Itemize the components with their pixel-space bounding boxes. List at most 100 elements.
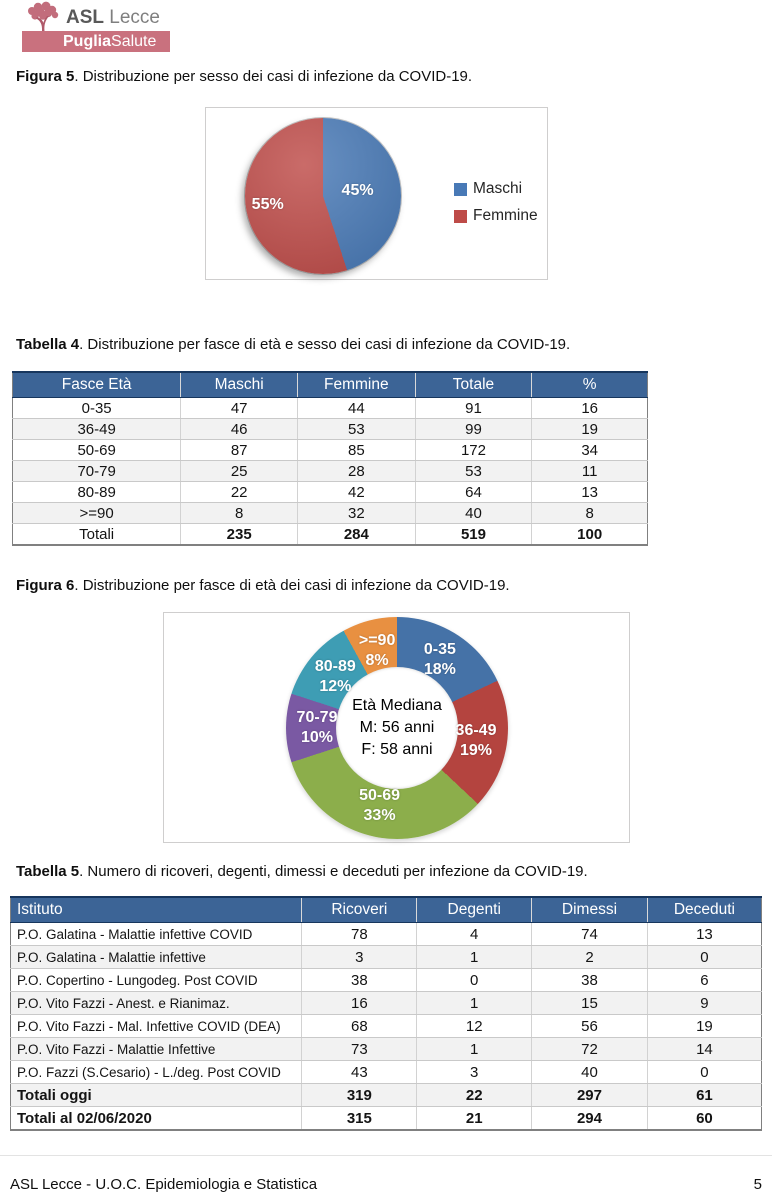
table-cell: 0 bbox=[416, 968, 532, 992]
table-cell: 40 bbox=[531, 1060, 648, 1084]
table-cell: 56 bbox=[531, 1014, 648, 1038]
table-cell: 21 bbox=[416, 1106, 532, 1131]
figure5-caption-label: Figura 5 bbox=[16, 68, 75, 85]
table-row: 50-69 87 85 172 34 bbox=[12, 439, 648, 461]
table-cell: 284 bbox=[297, 523, 416, 546]
table-cell: 99 bbox=[414, 418, 532, 440]
table-row: P.O. Vito Fazzi - Anest. e Rianimaz. 16 1 1… bbox=[10, 991, 762, 1015]
donut-center-text: Età Mediana M: 56 anni F: 58 anni bbox=[336, 667, 458, 789]
page-footer: ASL Lecce - U.O.C. Epidemiologia e Stati… bbox=[10, 1176, 762, 1193]
table-cell: Totali bbox=[12, 523, 181, 546]
table-cell: 40 bbox=[414, 502, 532, 524]
table5-caption-label: Tabella 5 bbox=[16, 863, 80, 880]
table-cell: 12 bbox=[416, 1014, 532, 1038]
table-row: P.O. Galatina - Malattie infettive 3 1 2 0 bbox=[10, 945, 762, 969]
banner-rest: Salute bbox=[111, 33, 157, 50]
table-cell: Totali al 02/06/2020 bbox=[10, 1106, 302, 1131]
table-cell: 28 bbox=[297, 460, 416, 482]
table-cell: 50-69 bbox=[12, 439, 181, 461]
table-cell: 64 bbox=[414, 481, 532, 503]
table-cell: 43 bbox=[301, 1060, 417, 1084]
table-cell: 14 bbox=[646, 1037, 762, 1061]
table-cell: 294 bbox=[531, 1106, 648, 1131]
slice-label: 70-79 10% bbox=[296, 709, 338, 746]
slice-label: 0-35 18% bbox=[423, 641, 456, 679]
table-cell: 19 bbox=[646, 1014, 762, 1038]
figure5-caption-text: . Distribuzione per sesso dei casi di in… bbox=[74, 68, 473, 85]
table-cell: 13 bbox=[646, 922, 762, 946]
donut-center-line: M: 56 anni bbox=[359, 719, 435, 736]
table-cell: Totali oggi bbox=[10, 1083, 302, 1107]
table-cell: 9 bbox=[646, 991, 762, 1015]
table4-caption-text: . Distribuzione per fasce di età e sesso… bbox=[79, 336, 571, 353]
table-cell: 4 bbox=[416, 922, 532, 946]
table-cell: 11 bbox=[531, 460, 648, 482]
column-header: Ricoveri bbox=[301, 896, 417, 923]
logo-title-bold: ASL bbox=[66, 7, 104, 28]
table-cell: 53 bbox=[297, 418, 416, 440]
table-cell: 15 bbox=[531, 991, 648, 1015]
column-header: Fasce Età bbox=[12, 371, 181, 398]
table-row: Totali oggi 319 22 297 61 bbox=[10, 1083, 762, 1107]
table-cell: 1 bbox=[416, 1037, 532, 1061]
legend-swatch bbox=[454, 182, 467, 196]
table-cell: P.O. Vito Fazzi - Mal. Infettive COVID (… bbox=[10, 1014, 302, 1038]
pie-legend: Maschi Femmine bbox=[454, 180, 538, 225]
donut-center-line: Età Mediana bbox=[352, 697, 442, 714]
legend-label: Femmine bbox=[473, 207, 538, 224]
table-cell: 100 bbox=[531, 523, 648, 546]
table-cell: 8 bbox=[531, 502, 648, 524]
table-cell: P.O. Galatina - Malattie infettive bbox=[10, 945, 302, 969]
legend-item: Maschi bbox=[454, 180, 538, 198]
table-row: P.O. Vito Fazzi - Malattie Infettive 73 1 7… bbox=[10, 1037, 762, 1061]
table-cell: 72 bbox=[531, 1037, 648, 1061]
table-cell: 16 bbox=[531, 397, 648, 419]
table-cell: 70-79 bbox=[12, 460, 181, 482]
table-cell: 297 bbox=[531, 1083, 648, 1107]
legend-swatch bbox=[454, 209, 467, 223]
table-row: 36-49 46 53 99 19 bbox=[12, 418, 648, 440]
table-cell: >=90 bbox=[12, 502, 181, 524]
table-cell: 80-89 bbox=[12, 481, 181, 503]
age-donut-chart: Età Mediana M: 56 anni F: 58 anni 0-35 18% 3… bbox=[163, 612, 630, 843]
slice-label: >=90 8% bbox=[358, 631, 396, 669]
table-row: Totali al 02/06/2020 315 21 294 60 bbox=[10, 1106, 762, 1131]
table-cell: 36-49 bbox=[12, 418, 181, 440]
table-cell: 2 bbox=[531, 945, 648, 969]
table-cell: 42 bbox=[297, 481, 416, 503]
banner-bold: Puglia bbox=[63, 33, 112, 50]
header-row: Fasce Età Maschi Femmine Totale% bbox=[12, 371, 648, 398]
table-cell: 61 bbox=[646, 1083, 762, 1107]
table-cell: 60 bbox=[646, 1106, 762, 1131]
figure5-caption: Figura 5. Distribuzione per sesso dei ca… bbox=[16, 68, 472, 85]
footer-text: ASL Lecce - U.O.C. Epidemiologia e Stati… bbox=[10, 1176, 318, 1193]
table-row: >=90 8 32 40 8 bbox=[12, 502, 648, 524]
column-header: % bbox=[531, 371, 648, 398]
legend-item: Femmine bbox=[454, 207, 538, 225]
table-cell: 46 bbox=[180, 418, 298, 440]
table-cell: 19 bbox=[531, 418, 648, 440]
table-row: Totali 235 284 519 100 bbox=[12, 523, 648, 546]
age-sex-table: Fasce Età Maschi Femmine Totale% 0-35 47 44 91 1… bbox=[12, 371, 648, 546]
table-cell: P.O. Vito Fazzi - Anest. e Rianimaz. bbox=[10, 991, 302, 1015]
table-cell: 78 bbox=[301, 922, 417, 946]
legend-label: Maschi bbox=[473, 180, 523, 197]
column-header: Degenti bbox=[416, 896, 532, 923]
table-cell: 16 bbox=[301, 991, 417, 1015]
table-cell: 68 bbox=[301, 1014, 417, 1038]
slice-label: 55% bbox=[251, 195, 284, 213]
figure6-caption: Figura 6. Distribuzione per fasce di età… bbox=[16, 577, 510, 594]
table-cell: 6 bbox=[646, 968, 762, 992]
table-cell: 74 bbox=[531, 922, 648, 946]
table5-caption: Tabella 5. Numero di ricoveri, degenti, … bbox=[16, 863, 588, 880]
table-row: P.O. Galatina - Malattie infettive COVID… bbox=[10, 922, 762, 946]
column-header: Dimessi bbox=[531, 896, 648, 923]
slice-label: 50-69 33% bbox=[359, 787, 401, 825]
table-cell: 1 bbox=[416, 991, 532, 1015]
table-cell: 22 bbox=[416, 1083, 532, 1107]
figure6-caption-text: . Distribuzione per fasce di età dei cas… bbox=[74, 577, 510, 594]
table-row: P.O. Fazzi (S.Cesario) - L./deg. Post CO… bbox=[10, 1060, 762, 1084]
table-cell: 172 bbox=[414, 439, 532, 461]
table-cell: 235 bbox=[180, 523, 298, 546]
header-row: Istituto Ricoveri Degenti Dimessi Deceduti bbox=[10, 896, 762, 923]
